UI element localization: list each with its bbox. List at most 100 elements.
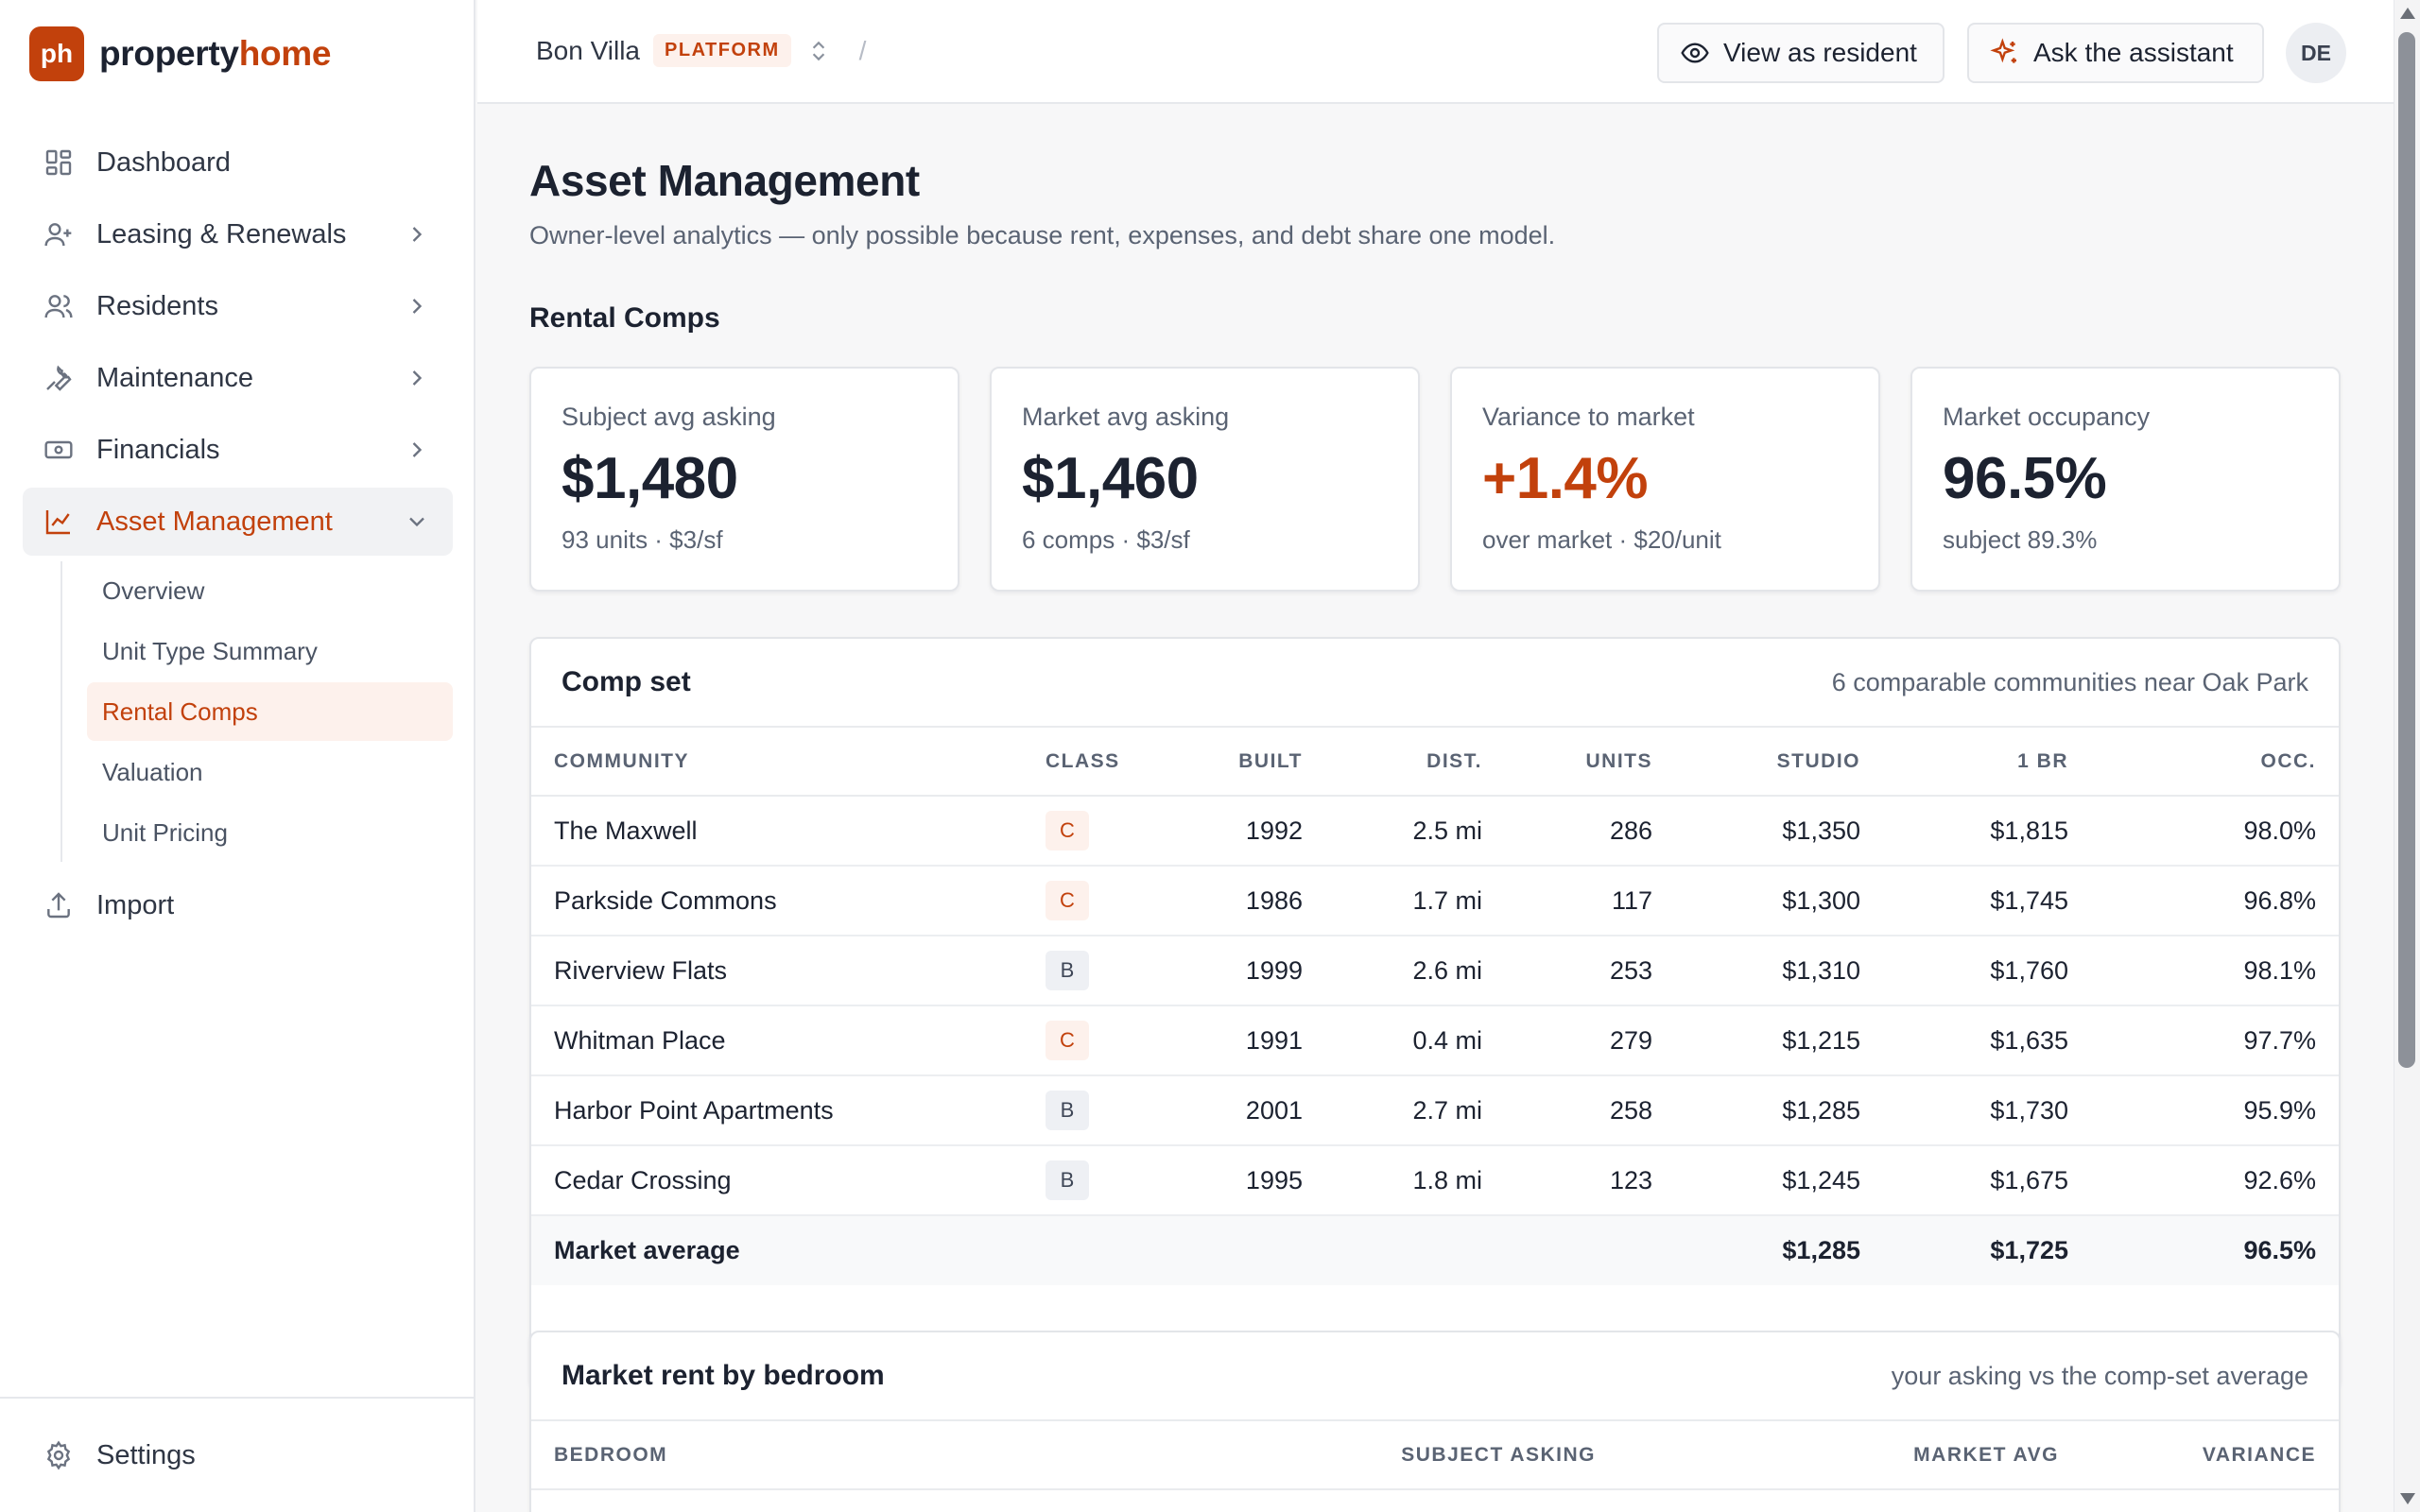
subnav-item-valuation[interactable]: Valuation (102, 757, 203, 786)
column-header[interactable]: CLASS (1023, 728, 1165, 797)
cell-distance: 2.5 mi (1325, 796, 1505, 867)
dashboard-icon (42, 146, 76, 180)
sidebar-footer: Settings (0, 1397, 475, 1512)
cell-1br: $1,675 (1883, 1145, 2091, 1216)
table-row[interactable]: Cedar Crossing B 1995 1.8 mi 123 $1,245 … (531, 1145, 2339, 1216)
table-row[interactable]: Parkside Commons C 1986 1.7 mi 117 $1,30… (531, 866, 2339, 936)
page-title: Asset Management (529, 156, 920, 205)
card-note: 6 comparable communities near Oak Park (1831, 667, 2308, 696)
comp-set-card: Comp set 6 comparable communities near O… (529, 637, 2341, 1389)
cell-1br: $1,760 (1883, 936, 2091, 1006)
kpi-card: Market occupancy 96.5% subject 89.3% (1910, 367, 2341, 592)
cell-occupancy: 96.5% (2091, 1215, 2339, 1285)
brand-name: propertyhome (99, 34, 331, 74)
cell-1br: $1,745 (1883, 866, 2091, 936)
market-average-row: Market average $1,285 $1,725 96.5% (531, 1215, 2339, 1285)
table-row[interactable]: Harbor Point Apartments B 2001 2.7 mi 25… (531, 1075, 2339, 1146)
platform-badge: PLATFORM (653, 34, 791, 67)
cell-distance: 2.7 mi (1325, 1075, 1505, 1146)
section-title: Rental Comps (529, 302, 720, 334)
brand-logo: ph (29, 26, 84, 81)
cell-units: 253 (1505, 936, 1675, 1006)
sidebar-item-label: Import (96, 889, 175, 920)
sidebar-item-financials[interactable]: Financials (23, 416, 453, 484)
scroll-up-arrow[interactable] (2400, 8, 2415, 19)
cell-community: Parkside Commons (531, 866, 1023, 936)
sparkles-icon (1990, 38, 2016, 63)
cell-community: Market average (531, 1215, 1023, 1285)
kpi-sub: 6 comps · $3/sf (1022, 525, 1190, 554)
kpi-value: +1.4% (1482, 446, 1649, 511)
asset-management-subnav: Overview Unit Type Summary Rental Comps … (60, 561, 453, 862)
column-header[interactable]: 1 BR (1883, 728, 2091, 797)
property-name[interactable]: Bon Villa (536, 35, 641, 65)
scrollbar[interactable] (2394, 0, 2420, 1512)
column-header[interactable]: DIST. (1325, 728, 1505, 797)
column-header[interactable]: BEDROOM (531, 1421, 1193, 1490)
cell-community: Cedar Crossing (531, 1145, 1023, 1216)
kpi-sub: 93 units · $3/sf (562, 525, 723, 554)
table-row[interactable]: Riverview Flats B 1999 2.6 mi 253 $1,310… (531, 936, 2339, 1006)
cell-class: B (1023, 936, 1165, 1006)
cell-studio: $1,245 (1675, 1145, 1883, 1216)
subnav-item-unit-pricing[interactable]: Unit Pricing (102, 817, 228, 847)
chart-line-icon (42, 505, 76, 539)
column-header[interactable]: COMMUNITY (531, 728, 1023, 797)
column-header[interactable]: BUILT (1165, 728, 1325, 797)
sidebar-item-label: Financials (96, 434, 220, 465)
subnav-item-unit-type-summary[interactable]: Unit Type Summary (102, 636, 318, 665)
sidebar-item-asset-management[interactable]: Asset Management (23, 488, 453, 556)
subnav-item-rental-comps[interactable]: Rental Comps (87, 682, 453, 741)
sidebar-item-residents[interactable]: Residents (23, 272, 453, 340)
sidebar-item-settings[interactable]: Settings (23, 1421, 453, 1489)
card-header: Comp set 6 comparable communities near O… (531, 639, 2339, 728)
column-header[interactable]: STUDIO (1675, 728, 1883, 797)
cell-community: The Maxwell (531, 796, 1023, 867)
column-header[interactable]: SUBJECT ASKING (1193, 1421, 1618, 1490)
users-icon (42, 289, 76, 323)
cell-studio: $1,300 (1675, 866, 1883, 936)
cell-built: 1999 (1165, 936, 1325, 1006)
column-header[interactable]: MARKET AVG (1618, 1421, 2082, 1490)
cell-units: 258 (1505, 1075, 1675, 1146)
class-badge: B (1046, 1091, 1089, 1130)
view-as-resident-button[interactable]: View as resident (1657, 23, 1945, 83)
sidebar-item-leasing[interactable]: Leasing & Renewals (23, 200, 453, 268)
column-header[interactable]: UNITS (1505, 728, 1675, 797)
chevrons-up-down-icon[interactable] (806, 39, 831, 63)
cell-built (1165, 1215, 1325, 1285)
chevron-down-icon (409, 517, 424, 527)
scroll-down-arrow[interactable] (2400, 1493, 2415, 1504)
scroll-thumb[interactable] (2398, 32, 2415, 1068)
avatar[interactable]: DE (2286, 23, 2346, 83)
sidebar-item-label: Maintenance (96, 362, 254, 393)
bedroom-table: BEDROOM SUBJECT ASKING MARKET AVG VARIAN… (531, 1421, 2339, 1490)
cell-class: B (1023, 1075, 1165, 1146)
kpi-label: Market occupancy (1943, 403, 2151, 431)
table-header-row: BEDROOM SUBJECT ASKING MARKET AVG VARIAN… (531, 1421, 2339, 1490)
ask-assistant-button[interactable]: Ask the assistant (1967, 23, 2264, 83)
cell-studio: $1,285 (1675, 1075, 1883, 1146)
brand[interactable]: ph propertyhome (29, 26, 331, 81)
banknote-icon (42, 433, 76, 467)
table-row[interactable]: Whitman Place C 1991 0.4 mi 279 $1,215 $… (531, 1005, 2339, 1076)
cell-distance: 1.8 mi (1325, 1145, 1505, 1216)
cell-built: 1991 (1165, 1005, 1325, 1076)
table-row[interactable]: The Maxwell C 1992 2.5 mi 286 $1,350 $1,… (531, 796, 2339, 867)
class-badge: B (1046, 951, 1089, 990)
sidebar-item-import[interactable]: Import (23, 871, 453, 939)
wrench-icon (42, 361, 76, 395)
sidebar-item-maintenance[interactable]: Maintenance (23, 344, 453, 412)
breadcrumb: Bon Villa PLATFORM / (536, 34, 866, 67)
subnav-item-overview[interactable]: Overview (102, 576, 205, 605)
market-rent-by-bedroom-card: Market rent by bedroom your asking vs th… (529, 1331, 2341, 1512)
column-header[interactable]: OCC. (2091, 728, 2339, 797)
comp-set-table: COMMUNITY CLASS BUILT DIST. UNITS STUDIO… (531, 728, 2339, 1285)
sidebar-item-dashboard[interactable]: Dashboard (23, 129, 453, 197)
view-as-resident-label: View as resident (1723, 38, 1917, 67)
column-header[interactable]: VARIANCE (2082, 1421, 2339, 1490)
cell-community: Riverview Flats (531, 936, 1023, 1006)
cell-units: 123 (1505, 1145, 1675, 1216)
kpi-card: Market avg asking $1,460 6 comps · $3/sf (990, 367, 1420, 592)
table-header-row: COMMUNITY CLASS BUILT DIST. UNITS STUDIO… (531, 728, 2339, 797)
